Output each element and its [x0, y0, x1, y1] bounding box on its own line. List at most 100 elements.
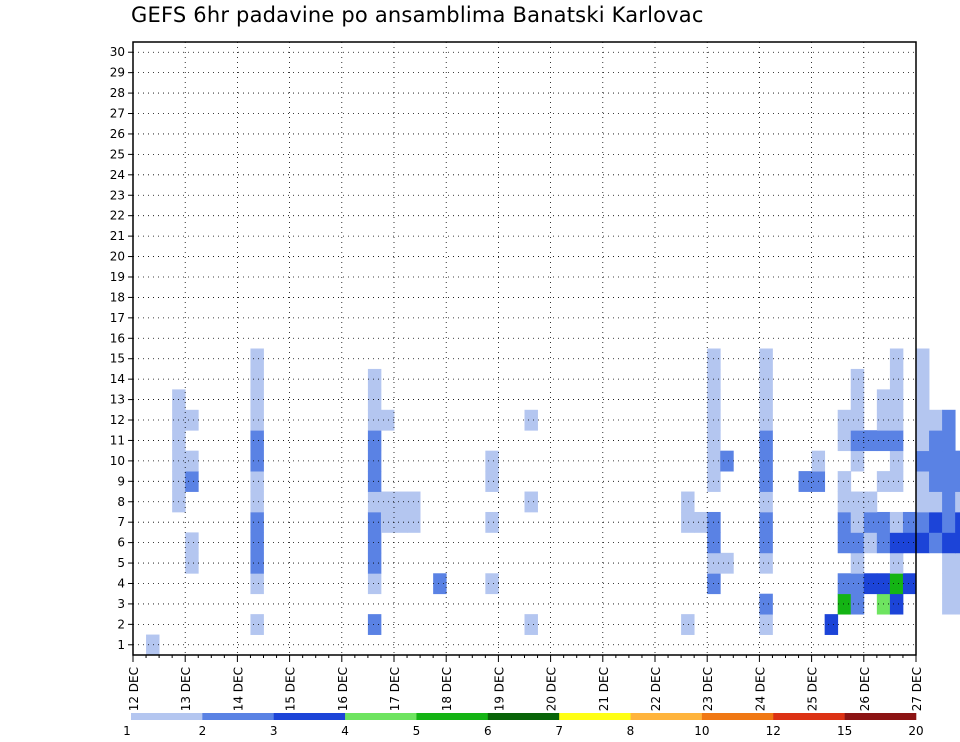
heatmap-cell — [720, 450, 734, 472]
heatmap-cell — [889, 511, 904, 533]
colorbar-label: 20 — [908, 724, 923, 738]
y-tick-label: 18 — [110, 290, 125, 304]
heatmap-cell — [681, 491, 695, 513]
x-axis: 12 DEC 13 DEC 14 DEC 15 DEC 16 DEC 17 DEC 18 D… — [127, 655, 924, 711]
heatmap-cell — [380, 511, 395, 533]
heatmap-cell — [759, 389, 773, 411]
y-tick-label: 4 — [117, 576, 125, 590]
y-axis: 1234567891011121314151617181920212223242… — [110, 45, 133, 652]
heatmap-cell — [394, 511, 408, 533]
colorbar-label: 5 — [413, 724, 421, 738]
heatmap-cell — [380, 491, 395, 513]
heatmap-cell — [485, 450, 499, 472]
heatmap-cell — [916, 348, 930, 370]
heatmap-cell — [916, 511, 930, 533]
heatmap-cell — [942, 450, 956, 472]
heatmap-cell — [902, 573, 917, 595]
heatmap-cell — [759, 471, 773, 492]
heatmap-cell — [863, 511, 878, 533]
heatmap-cell — [916, 532, 930, 554]
heatmap-cell — [380, 409, 395, 431]
x-tick-label: 16 DEC — [336, 667, 350, 711]
y-tick-label: 1 — [117, 638, 125, 652]
heatmap-cell — [916, 430, 930, 452]
heatmap-cell — [942, 511, 956, 533]
y-tick-label: 20 — [110, 250, 125, 264]
heatmap-cell — [837, 573, 852, 595]
heatmap-cell — [250, 430, 264, 452]
y-tick-label: 5 — [117, 556, 125, 570]
x-tick-label: 19 DEC — [492, 667, 506, 711]
heatmap-cell — [942, 471, 956, 492]
heatmap-cell — [889, 573, 904, 595]
heatmap-cell — [250, 450, 264, 472]
y-tick-label: 22 — [110, 209, 125, 223]
heatmap-cell — [250, 409, 264, 431]
heatmap-cell — [916, 409, 930, 431]
heatmap-cell — [250, 491, 264, 513]
y-tick-label: 23 — [110, 188, 125, 202]
colorbar-label: 10 — [694, 724, 709, 738]
heatmap-cell — [485, 511, 499, 533]
heatmap-cell — [485, 573, 499, 595]
heatmap-cell — [250, 389, 264, 411]
heatmap-cell — [185, 471, 199, 492]
heatmap-cell — [367, 471, 382, 492]
heatmap-cell — [889, 430, 904, 452]
heatmap-cell — [837, 511, 852, 533]
heatmap-cell — [902, 511, 917, 533]
heatmap-cell — [850, 389, 865, 411]
colorbar-segment — [630, 713, 703, 720]
heatmap-cell — [367, 450, 382, 472]
heatmap-cell — [916, 450, 930, 472]
y-tick-label: 11 — [110, 433, 125, 447]
colorbar: 1 2 3 4 5 6 7 8 10 12 15 20 — [123, 713, 924, 738]
heatmap-cell — [759, 552, 773, 574]
heatmap-cell — [955, 593, 960, 615]
grid-layer — [133, 42, 916, 655]
heatmap-cell — [942, 409, 956, 431]
heatmap-cell — [250, 532, 264, 554]
heatmap-cell — [759, 430, 773, 452]
heatmap-cell — [798, 471, 812, 492]
y-tick-label: 14 — [110, 372, 125, 386]
heatmap-cell — [250, 511, 264, 533]
x-tick-label: 17 DEC — [388, 667, 402, 711]
y-tick-label: 28 — [110, 86, 125, 100]
heatmap-cell — [837, 532, 852, 554]
heatmap-cell — [929, 430, 943, 452]
heatmap-cell — [824, 614, 839, 635]
x-tick-label: 26 DEC — [858, 667, 872, 711]
heatmap-cell — [759, 614, 773, 635]
heatmap-cell — [367, 552, 382, 574]
y-tick-label: 6 — [117, 536, 125, 550]
heatmap-cell — [524, 614, 538, 635]
heatmap-cell — [759, 491, 773, 513]
heatmap-cell — [955, 511, 960, 533]
x-tick-label: 22 DEC — [649, 667, 663, 711]
heatmap-cell — [250, 552, 264, 574]
heatmap-cell — [955, 573, 960, 595]
colorbar-segment — [131, 713, 203, 720]
heatmap-cell — [850, 552, 865, 574]
heatmap-cell — [250, 573, 264, 595]
heatmap-cell — [916, 471, 930, 492]
y-tick-label: 19 — [110, 270, 125, 284]
heatmap-cell — [850, 573, 865, 595]
heatmap-cell — [367, 491, 382, 513]
heatmap-cell — [759, 532, 773, 554]
heatmap-cell — [837, 409, 852, 431]
x-tick-label: 24 DEC — [753, 667, 767, 711]
heatmap-cell — [955, 450, 960, 472]
heatmap-cell — [850, 450, 865, 472]
heatmap-cell — [942, 430, 956, 452]
heatmap-cell — [916, 389, 930, 411]
heatmap-cell — [889, 532, 904, 554]
y-tick-label: 15 — [110, 352, 125, 366]
heatmap-cell — [889, 389, 904, 411]
x-tick-label: 15 DEC — [284, 667, 298, 711]
y-tick-label: 13 — [110, 393, 125, 407]
colorbar-label: 3 — [270, 724, 278, 738]
x-tick-label: 20 DEC — [545, 667, 559, 711]
heatmap-cell — [955, 491, 960, 513]
